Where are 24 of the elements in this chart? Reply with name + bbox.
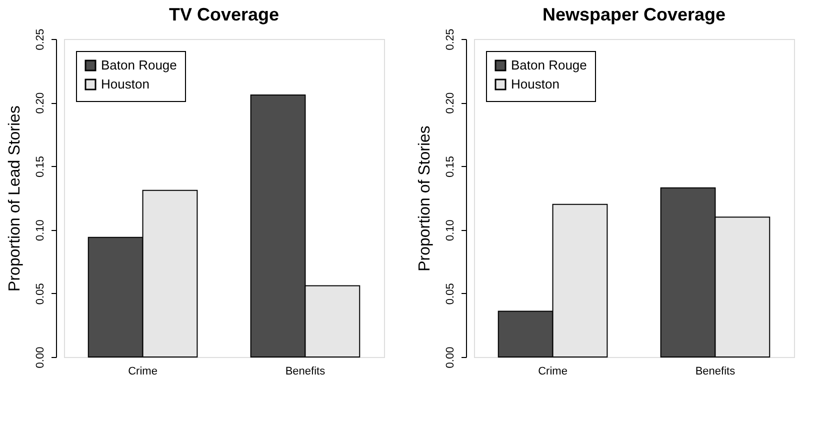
chart-title: TV Coverage [168, 4, 280, 24]
x-tick-label: Benefits [285, 366, 326, 378]
y-tick-label: 0.20 [34, 92, 46, 114]
y-tick-label: 0.10 [34, 220, 46, 242]
y-tick-label: 0.00 [444, 346, 456, 368]
y-axis-title: Proportion of Stories [416, 126, 434, 272]
legend-label: Houston [101, 76, 150, 92]
x-tick-label: Crime [128, 366, 158, 378]
y-tick-label: 0.05 [34, 283, 46, 305]
y-axis-title: Proportion of Lead Stories [6, 106, 24, 292]
y-tick-label: 0.15 [34, 156, 46, 178]
y-tick-label: 0.20 [444, 92, 456, 114]
legend-label: Baton Rouge [511, 58, 587, 72]
x-tick-label: Benefits [695, 366, 736, 378]
legend-label: Baton Rouge [101, 58, 177, 72]
y-tick-label: 0.05 [444, 283, 456, 305]
y-tick-label: 0.00 [34, 346, 46, 368]
y-tick-label: 0.10 [444, 220, 456, 242]
chart-title: Newspaper Coverage [542, 4, 726, 24]
y-tick-label: 0.25 [444, 28, 456, 50]
y-tick-label: 0.15 [444, 156, 456, 178]
y-tick-label: 0.25 [34, 28, 46, 50]
legend-label: Houston [511, 76, 560, 92]
x-tick-label: Crime [538, 366, 568, 378]
